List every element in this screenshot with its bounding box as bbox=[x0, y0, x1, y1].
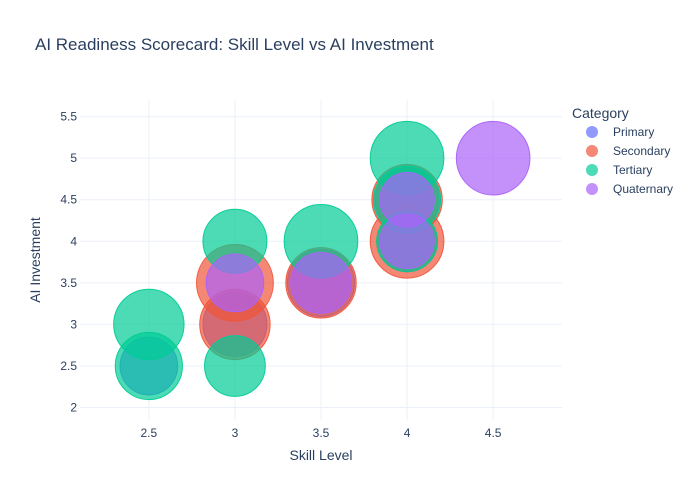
legend-marker bbox=[586, 126, 598, 138]
series-quaternary bbox=[205, 120, 531, 314]
y-tick-label: 2.5 bbox=[60, 359, 77, 373]
legend-title: Category bbox=[572, 105, 629, 121]
plot-area bbox=[113, 120, 531, 401]
y-tick-label: 5.5 bbox=[60, 110, 77, 124]
y-tick-label: 5 bbox=[70, 151, 77, 165]
y-tick-label: 3.5 bbox=[60, 276, 77, 290]
legend-label: Secondary bbox=[613, 144, 670, 158]
legend-marker bbox=[586, 183, 598, 195]
x-tick-label: 2.5 bbox=[141, 426, 158, 440]
legend-item-secondary[interactable]: Secondary bbox=[586, 144, 670, 158]
x-tick-label: 3.5 bbox=[313, 426, 330, 440]
legend-label: Primary bbox=[613, 125, 654, 139]
legend: Primary Secondary Tertiary Quaternary bbox=[586, 125, 673, 196]
y-tick-label: 2 bbox=[70, 401, 77, 415]
legend-item-primary[interactable]: Primary bbox=[586, 125, 654, 139]
bubble-quaternary-1[interactable] bbox=[290, 251, 352, 314]
y-tick-label: 3 bbox=[70, 317, 77, 331]
x-axis-title: Skill Level bbox=[289, 447, 352, 463]
y-tick-label: 4.5 bbox=[60, 193, 77, 207]
bubble-tertiary-1[interactable] bbox=[114, 331, 183, 401]
legend-marker bbox=[586, 145, 598, 157]
bubble-quaternary-4[interactable] bbox=[455, 120, 531, 196]
tick-labels: 2.5 3 3.5 4 4.5 2 2.5 3 3.5 4 4.5 5 5.5 bbox=[60, 110, 501, 440]
bubble-tertiary-3[interactable] bbox=[204, 335, 266, 397]
bubble-quaternary-0[interactable] bbox=[205, 253, 265, 313]
legend-label: Tertiary bbox=[613, 163, 652, 177]
x-tick-label: 4 bbox=[404, 426, 411, 440]
legend-item-quaternary[interactable]: Quaternary bbox=[586, 182, 673, 196]
legend-label: Quaternary bbox=[613, 182, 673, 196]
x-tick-label: 4.5 bbox=[485, 426, 502, 440]
legend-marker bbox=[586, 164, 598, 176]
y-tick-label: 4 bbox=[70, 234, 77, 248]
x-tick-label: 3 bbox=[232, 426, 239, 440]
chart-title: AI Readiness Scorecard: Skill Level vs A… bbox=[35, 35, 434, 54]
legend-item-tertiary[interactable]: Tertiary bbox=[586, 163, 652, 177]
bubble-quaternary-3[interactable] bbox=[379, 213, 435, 269]
y-axis-title: AI Investment bbox=[27, 217, 43, 303]
